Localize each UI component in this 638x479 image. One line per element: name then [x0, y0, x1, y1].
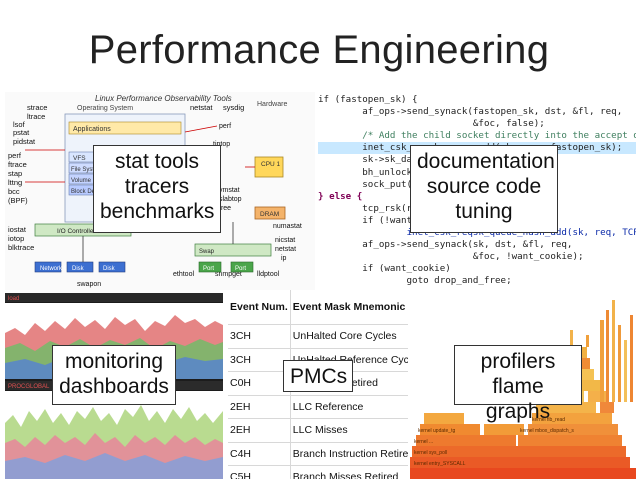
diagram-tool-label: perf — [219, 123, 231, 130]
table-row: 3CH UnHalted Core Cycles — [228, 324, 408, 349]
table-cell: 3CH — [228, 324, 291, 349]
callout-line: PMCs — [290, 365, 348, 388]
diagram-tool-label: pstat — [13, 128, 30, 137]
flame-frame-label: kernel entry_SYSCALL — [414, 461, 466, 467]
code-line: &foc, !want_cookie); — [318, 251, 584, 263]
flame-frame-label: kernel update_tg — [418, 428, 455, 434]
table-cell: LLC Misses — [290, 418, 408, 443]
diagram-box-label: Disk — [72, 266, 85, 272]
page-title: Performance Engineering — [88, 28, 550, 72]
diagram-tool-label: ip — [281, 255, 287, 262]
flame-frame-label: kernel mbox_dispatch_s — [520, 428, 574, 434]
table-cell: C0H — [228, 371, 291, 396]
table-cell: C4H — [228, 442, 291, 466]
diagram-tool-label: lldptool — [257, 271, 280, 278]
diagram-heading: Linux Performance Observability Tools — [95, 94, 232, 103]
diagram-tool-label: lttng — [8, 178, 22, 187]
code-line: if (want_cookie) — [318, 263, 451, 275]
callout-line: documentation — [417, 150, 555, 173]
diagram-tool-label: lsof — [13, 120, 26, 129]
tools-callout: stat tools tracers benchmarks — [93, 145, 221, 233]
diagram-tool-label: swapon — [77, 281, 101, 288]
table-row: 2EH LLC Reference — [228, 395, 408, 419]
callout-line: source code — [426, 175, 542, 198]
table-row: 2EH LLC Misses — [228, 418, 408, 443]
diagram-box-label: Port — [203, 266, 214, 272]
diagram-tool-label: netstat — [190, 103, 213, 112]
callout-line: tracers — [124, 175, 190, 198]
diagram-box-label: Swap — [199, 249, 215, 255]
column-header: Event Mask Mnemonic — [290, 290, 408, 325]
table-cell: Branch Misses Retired — [290, 465, 408, 479]
table-cell: C5H — [228, 465, 291, 479]
callout-line: flame graphs — [485, 375, 551, 423]
diagram-box-label: Port — [235, 266, 246, 272]
flame-frame-label: kernel sys_poll — [414, 450, 447, 456]
monitoring-callout: monitoring dashboards — [52, 345, 176, 405]
column-header: Event Num. — [228, 290, 291, 325]
table-cell: LLC Reference — [290, 395, 408, 419]
dashboard-panel-title: load — [8, 296, 19, 302]
callout-line: dashboards — [59, 375, 169, 398]
table-cell: 2EH — [228, 395, 291, 419]
diagram-tool-label: slabtop — [219, 196, 242, 203]
diagram-tool-label: ltrace — [27, 112, 45, 121]
diagram-tool-label: blktrace — [8, 243, 34, 252]
diagram-tool-label: free — [219, 205, 231, 212]
flame-frame-label: kernel ... — [414, 439, 433, 445]
table-row: C4H Branch Instruction Retired — [228, 442, 408, 466]
diagram-box-label: CPU 1 — [261, 161, 281, 168]
diagram-box-label: I/O Controller — [57, 228, 96, 235]
table-cell: UnHalted Core Cycles — [290, 324, 408, 349]
diagram-tool-label: strace — [27, 103, 47, 112]
diagram-box-label: Applications — [73, 126, 111, 133]
diagram-tool-label: ethtool — [173, 271, 194, 278]
code-line: af_ops->send_synack(sk, dst, &fl, req, — [318, 239, 573, 251]
table-row: C5H Branch Misses Retired — [228, 465, 408, 479]
diagram-tool-label: netstat — [275, 246, 296, 253]
diagram-tool-label: iostat — [8, 225, 27, 234]
profilers-callout: profilers flame graphs — [454, 345, 582, 423]
diagram-tool-label: tiptop — [213, 141, 230, 148]
callout-line: tuning — [455, 200, 513, 223]
diagram-tool-label: iotop — [8, 234, 24, 243]
diagram-tool-label: stap — [8, 169, 22, 178]
diagram-box-label: DRAM — [260, 211, 279, 218]
diagram-tool-label: Hardware — [257, 101, 287, 108]
code-line: &foc, false); — [318, 118, 545, 130]
code-line: /* Add the child socket directly into th… — [362, 130, 636, 142]
diagram-tool-label: sysdig — [223, 103, 244, 112]
code-line: goto drop_and_free; — [318, 275, 512, 287]
code-line: if (fastopen_sk) { — [318, 94, 418, 105]
diagram-box-label: VFS — [73, 155, 86, 162]
diagram-tool-label: nicstat — [275, 237, 295, 244]
table-header-row: Event Num. Event Mask Mnemonic — [228, 290, 408, 325]
table-cell: 3CH — [228, 348, 291, 372]
docs-callout: documentation source code tuning — [410, 145, 558, 233]
diagram-box-label: Network Controller — [40, 266, 90, 272]
diagram-box-label: Block Device — [71, 189, 106, 195]
pmcs-callout: PMCs — [283, 360, 353, 392]
diagram-box-label: File Systems — [71, 167, 105, 173]
callout-line: benchmarks — [100, 200, 215, 223]
callout-line: profilers — [480, 350, 556, 373]
diagram-tool-label: ftrace — [8, 160, 27, 169]
callout-line: stat tools — [114, 150, 200, 173]
dashboard-panel-title: PROCGLOBAL — [8, 384, 50, 390]
diagram-tool-label: numastat — [273, 223, 302, 230]
diagram-tool-label: pidstat — [13, 137, 36, 146]
code-line: } else { — [318, 190, 363, 202]
table-cell: 2EH — [228, 418, 291, 443]
diagram-tool-label: vmstat — [219, 187, 240, 194]
code-line: af_ops->send_synack(fastopen_sk, dst, &f… — [318, 106, 623, 118]
diagram-tool-label: Operating System — [77, 105, 133, 112]
diagram-box-label: Disk — [103, 266, 116, 272]
callout-line: monitoring — [64, 350, 164, 373]
diagram-tool-label: perf — [8, 151, 22, 160]
diagram-tool-label: (BPF) — [8, 196, 28, 205]
diagram-tool-label: snmpget — [215, 271, 242, 278]
diagram-tool-label: bcc — [8, 187, 20, 196]
flame-frame-label: kernel fib_read — [532, 417, 565, 423]
table-cell: Branch Instruction Retired — [290, 442, 408, 466]
